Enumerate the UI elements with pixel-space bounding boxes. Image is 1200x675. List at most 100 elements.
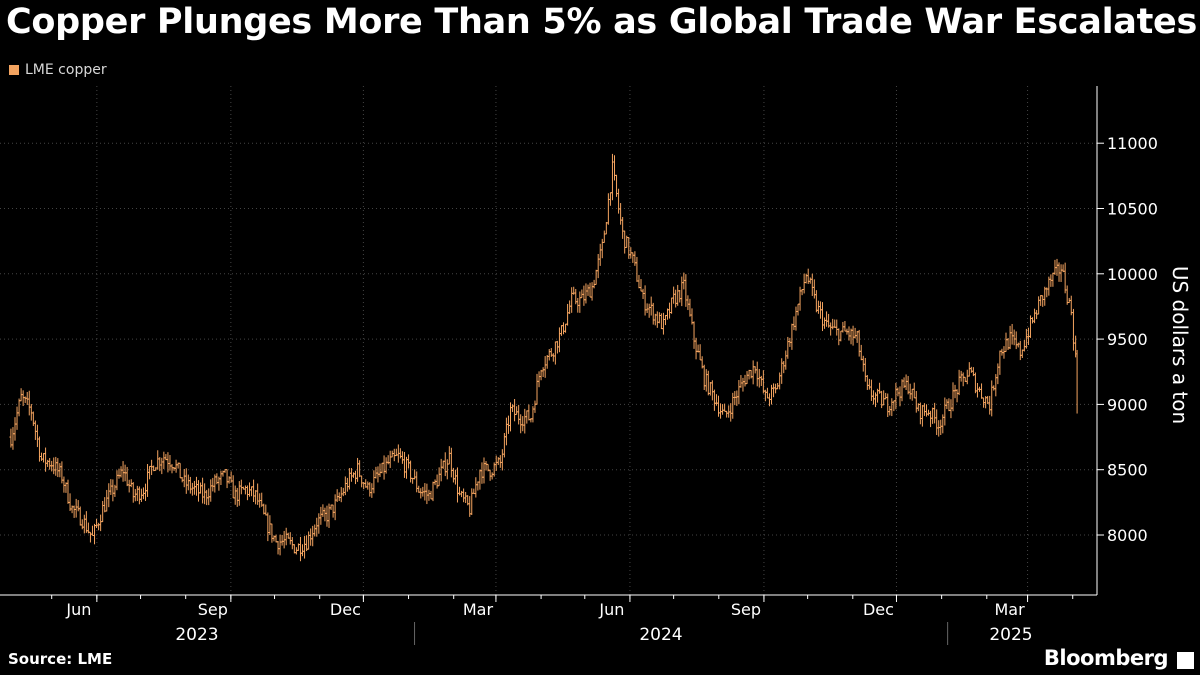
ohlc-bar <box>337 492 341 501</box>
ohlc-bar <box>178 462 182 479</box>
ohlc-bar <box>1059 264 1063 282</box>
ohlc-bar <box>684 274 688 307</box>
ohlc-bar <box>951 382 955 412</box>
ohlc-bar <box>197 480 201 502</box>
ohlc-bar <box>721 404 725 415</box>
ohlc-bar <box>29 404 33 421</box>
ohlc-bar <box>278 534 282 556</box>
ohlc-bar <box>392 448 396 462</box>
ohlc-bar <box>843 320 847 332</box>
y-tick-label: 9500 <box>1107 330 1148 349</box>
ohlc-bar <box>627 237 631 259</box>
ohlc-bar <box>21 390 25 407</box>
ohlc-bar <box>1002 346 1006 359</box>
ohlc-bar <box>755 361 759 387</box>
x-tick-label: Sep <box>198 600 228 619</box>
ohlc-bar <box>637 274 641 289</box>
ohlc-bar <box>914 391 918 413</box>
ohlc-bar <box>256 483 260 505</box>
ohlc-bar <box>254 490 258 505</box>
y-axis-label: US dollars a ton <box>1168 266 1192 424</box>
ohlc-bar <box>610 153 614 201</box>
ohlc-bar <box>745 371 749 385</box>
ohlc-bar <box>929 410 933 428</box>
ohlc-bar <box>672 286 676 304</box>
ohlc-bar <box>339 487 343 503</box>
ohlc-bar <box>172 467 176 471</box>
ohlc-bar <box>80 519 84 530</box>
ohlc-bar <box>105 489 109 512</box>
ohlc-bar <box>820 302 824 332</box>
ohlc-bar <box>35 424 39 448</box>
ohlc-bar <box>182 469 186 488</box>
ohlc-bar <box>419 488 423 499</box>
ohlc-bar <box>368 482 372 497</box>
ohlc-bar <box>606 193 610 225</box>
x-tick-label: Mar <box>463 600 494 619</box>
ohlc-bar <box>751 360 755 385</box>
ohlc-bar <box>1063 262 1067 294</box>
ohlc-bar <box>604 221 608 235</box>
ohlc-bar <box>723 403 727 412</box>
x-tick-label: Sep <box>731 600 761 619</box>
ohlc-bar <box>82 514 86 534</box>
ohlc-bar <box>201 477 205 504</box>
ohlc-bar <box>743 374 747 387</box>
ohlc-bar <box>757 368 761 388</box>
ohlc-bar <box>759 375 763 387</box>
ohlc-bar <box>333 494 337 521</box>
ohlc-bar <box>150 459 154 476</box>
ohlc-bar <box>655 311 659 328</box>
ohlc-bar <box>378 463 382 477</box>
ohlc-bar <box>908 383 912 400</box>
ohlc-bar <box>319 506 323 525</box>
ohlc-bar <box>441 460 445 469</box>
ohlc-bar <box>298 536 302 562</box>
ohlc-bar <box>892 400 896 412</box>
ohlc-bar <box>812 279 816 299</box>
ohlc-bar <box>692 321 696 349</box>
ohlc-bar <box>880 390 884 409</box>
ohlc-bar <box>814 290 818 313</box>
ohlc-bar <box>199 482 203 494</box>
ohlc-bar <box>127 479 131 493</box>
ohlc-bar <box>203 483 207 505</box>
ohlc-bar <box>859 344 863 361</box>
ohlc-bar <box>268 515 272 536</box>
ohlc-bar <box>584 283 588 304</box>
ohlc-bar <box>335 489 339 502</box>
ohlc-bar <box>99 514 103 532</box>
ohlc-bar <box>250 486 254 497</box>
ohlc-bar <box>861 355 865 372</box>
ohlc-bar <box>288 532 292 545</box>
ohlc-bar <box>370 483 374 498</box>
ohlc-bar <box>133 489 137 502</box>
ohlc-bar <box>545 355 549 369</box>
ohlc-bar <box>582 285 586 306</box>
ohlc-bar <box>409 460 413 483</box>
ohlc-bar <box>90 525 94 536</box>
ohlc-bar <box>290 537 294 550</box>
ohlc-bar <box>543 356 547 378</box>
ohlc-bar <box>219 470 223 485</box>
ohlc-bar <box>42 453 46 463</box>
axes: 8000 8500 9000 9500 10000 10500 11000 Jun Sep Dec… <box>0 86 1158 645</box>
ohlc-bar <box>121 461 125 482</box>
ohlc-bar <box>831 318 835 330</box>
ohlc-bar <box>237 481 241 506</box>
ohlc-bar <box>415 471 419 493</box>
ohlc-bar <box>488 469 492 481</box>
ohlc-bar <box>294 547 298 555</box>
ohlc-bar <box>823 317 827 329</box>
ohlc-bar <box>623 230 627 254</box>
ohlc-bar <box>351 472 355 478</box>
ohlc-bar <box>186 474 190 491</box>
ohlc-bar <box>551 353 555 362</box>
ohlc-bar <box>209 479 213 502</box>
ohlc-bar <box>535 373 539 405</box>
ohlc-bar <box>562 322 566 335</box>
ohlc-bar <box>425 483 429 505</box>
ohlc-bar <box>943 397 947 426</box>
ohlc-bar <box>825 311 829 327</box>
ohlc-bar <box>816 300 820 314</box>
